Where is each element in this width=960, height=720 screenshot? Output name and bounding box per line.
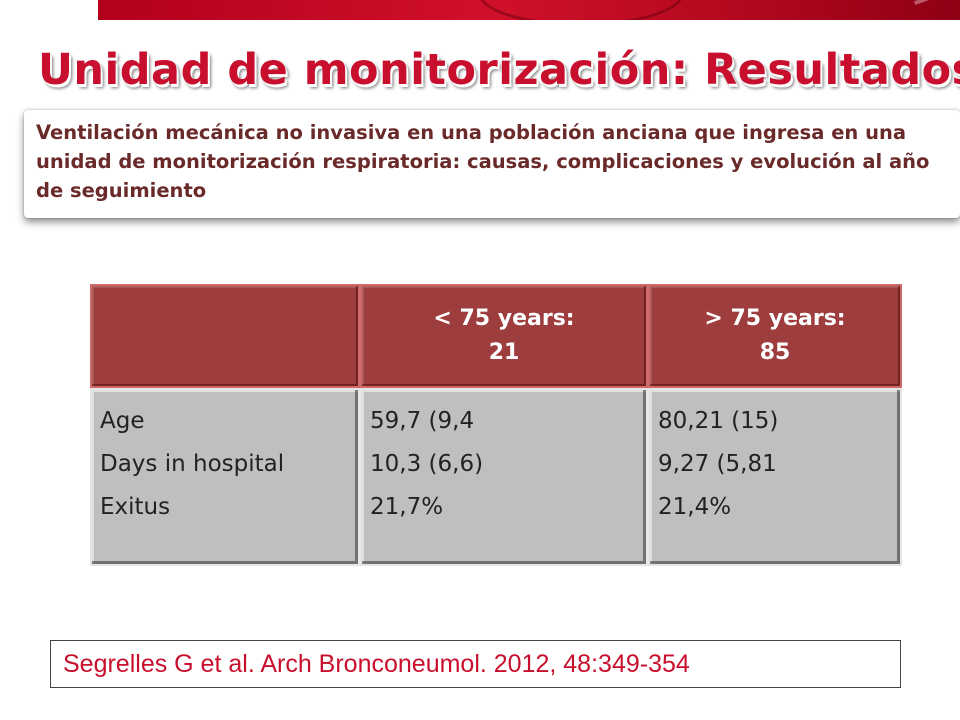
value-days-over-75: 9,27 (5,81	[658, 451, 777, 477]
header-cell-under-75: < 75 years: 21	[360, 284, 648, 388]
value-age-under-75: 59,7 (9,4	[370, 408, 475, 434]
row-label-age: Age	[100, 408, 145, 434]
value-days-under-75: 10,3 (6,6)	[370, 451, 484, 477]
table-row: Age Days in hospital Exitus 59,7 (9,4 10…	[90, 388, 902, 566]
reference-title-box: Ventilación mecánica no invasiva en una …	[24, 110, 960, 218]
header-group-label: > 75 years:	[704, 306, 846, 331]
table-header-row: < 75 years: 21 > 75 years: 85	[90, 284, 902, 388]
row-label-exitus: Exitus	[100, 494, 171, 520]
value-exitus-over-75: 21,4%	[658, 494, 732, 520]
results-table: < 75 years: 21 > 75 years: 85 Age Days i…	[90, 284, 902, 566]
header-group-count: 21	[488, 340, 520, 365]
row-labels-cell: Age Days in hospital Exitus	[90, 388, 360, 566]
header-cell-empty	[90, 284, 360, 388]
header-banner	[98, 0, 960, 20]
citation-box: Segrelles G et al. Arch Bronconeumol. 20…	[50, 640, 901, 688]
slide-title: Unidad de monitorización: Resultados	[38, 45, 960, 95]
value-exitus-under-75: 21,7%	[370, 494, 444, 520]
row-label-days-in-hospital: Days in hospital	[100, 451, 285, 477]
header-group-count: 85	[759, 340, 791, 365]
banner-swirl-decoration	[478, 0, 684, 20]
value-age-over-75: 80,21 (15)	[658, 408, 779, 434]
over-75-values-cell: 80,21 (15) 9,27 (5,81 21,4%	[648, 388, 902, 566]
reference-title: Ventilación mecánica no invasiva en una …	[36, 121, 930, 202]
header-cell-over-75: > 75 years: 85	[648, 284, 902, 388]
under-75-values-cell: 59,7 (9,4 10,3 (6,6) 21,7%	[360, 388, 648, 566]
banner-highlight-decoration	[913, 0, 960, 20]
header-group-label: < 75 years:	[433, 306, 575, 331]
